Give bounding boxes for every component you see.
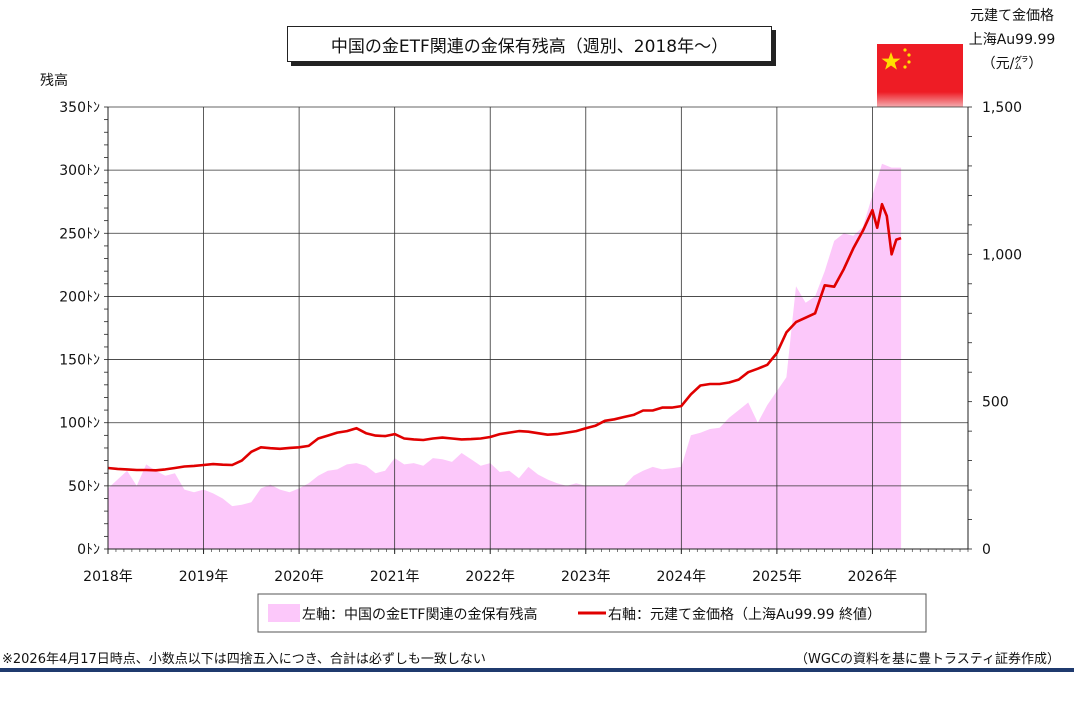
left-axis-tick-label: 150ﾄﾝ <box>59 353 100 369</box>
right-axis-tick-label: 1,000 <box>982 247 1022 263</box>
legend-area-label: 左軸：中国の金ETF関連の金保有残高 <box>302 606 537 623</box>
flag-small-star-icon <box>903 48 907 52</box>
flag-small-star-icon <box>903 65 907 69</box>
right-axis-tick-label: 500 <box>982 395 1009 411</box>
left-axis-tick-label: 100ﾄﾝ <box>59 416 100 432</box>
flag-small-star-icon <box>907 53 911 57</box>
legend-area-swatch <box>268 604 300 622</box>
x-axis-tick-label: 2022年 <box>465 569 515 585</box>
x-axis-tick-label: 2024年 <box>657 569 707 585</box>
left-axis-tick-label: 50ﾄﾝ <box>68 479 100 495</box>
x-axis-tick-label: 2018年 <box>83 569 133 585</box>
bottom-rule <box>0 668 1074 672</box>
right-axis-tick-label: 0 <box>982 542 991 558</box>
left-axis-tick-label: 350ﾄﾝ <box>59 100 100 116</box>
right-axis-unit-line2: 上海Au99.99 <box>968 32 1056 48</box>
left-axis-tick-label: 200ﾄﾝ <box>59 289 100 305</box>
footnote: ※2026年4月17日時点、小数点以下は四捨五入につき、合計は必ずしも一致しない <box>2 652 486 667</box>
holdings-area-series <box>108 163 902 550</box>
gold-price-line-series <box>107 202 902 472</box>
left-axis-tick-label: 300ﾄﾝ <box>59 163 100 179</box>
right-axis-unit-line3: （元/㌘） <box>981 56 1043 72</box>
right-axis-unit-line1: 元建て金価格 <box>970 8 1054 24</box>
left-axis-tick-label: 250ﾄﾝ <box>59 226 100 242</box>
legend-line-label: 右軸：元建て金価格（上海Au99.99 終値） <box>608 607 881 623</box>
flag-big-star-icon <box>881 52 901 70</box>
right-axis-tick-label: 1,500 <box>982 100 1022 116</box>
source-note: （WGCの資料を基に豊トラスティ証券作成） <box>795 652 1060 667</box>
x-axis-tick-label: 2026年 <box>848 569 898 585</box>
x-axis-tick-label: 2025年 <box>752 569 802 585</box>
x-axis-tick-label: 2019年 <box>179 569 229 585</box>
left-axis-tick-label: 0ﾄﾝ <box>77 542 100 558</box>
right-axis-unit: 元建て金価格 上海Au99.99 （元/㌘） <box>950 4 1074 76</box>
left-axis-unit: 残高 <box>40 73 68 89</box>
china-flag-icon <box>877 44 963 108</box>
x-axis-tick-label: 2020年 <box>274 569 324 585</box>
x-axis-tick-label: 2023年 <box>561 569 611 585</box>
x-axis-tick-label: 2021年 <box>370 569 420 585</box>
flag-small-star-icon <box>907 60 911 64</box>
chart-title: 中国の金ETF関連の金保有残高（週別、2018年〜） <box>287 26 772 62</box>
